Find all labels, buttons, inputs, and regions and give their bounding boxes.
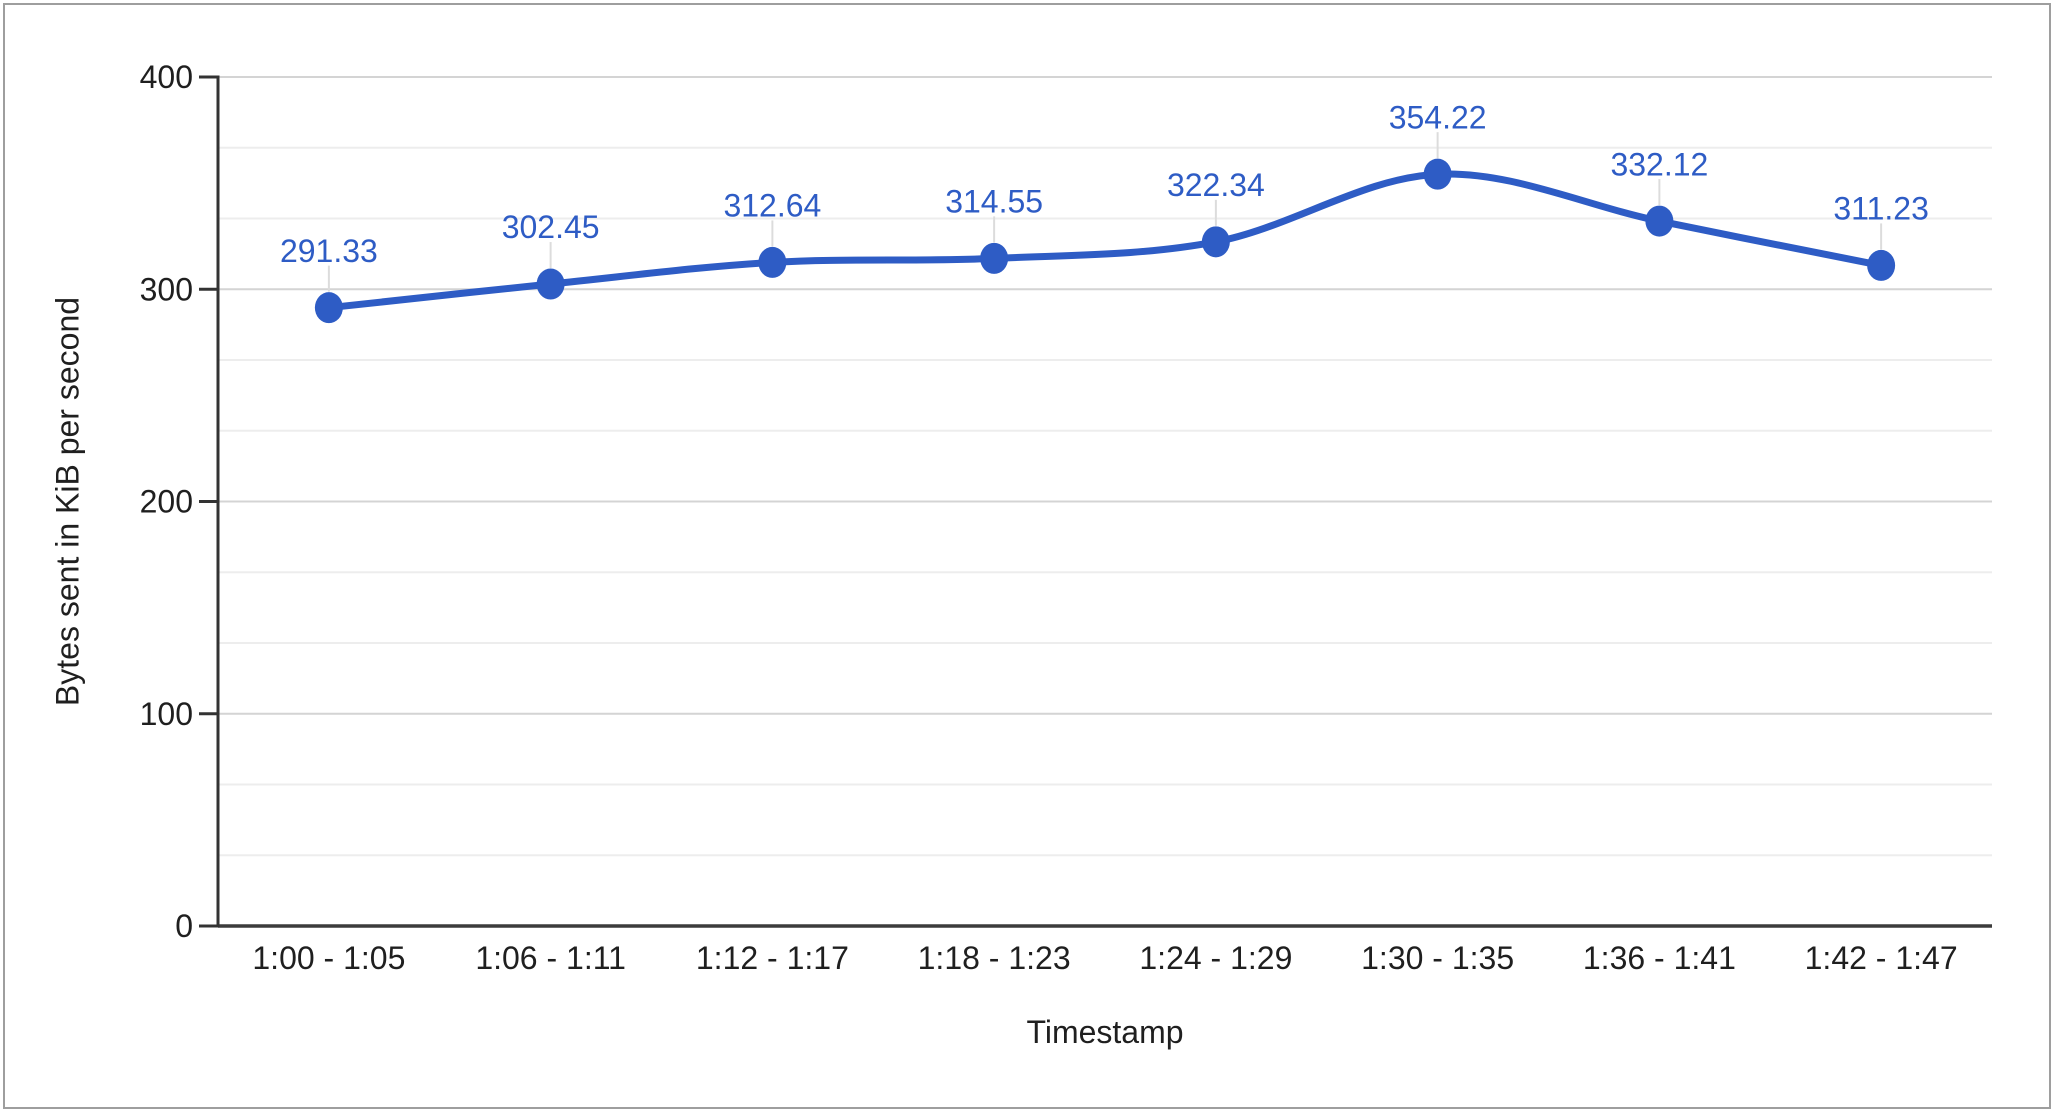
x-axis-category-label: 1:00 - 1:05 xyxy=(252,940,405,976)
data-point-label: 354.22 xyxy=(1389,99,1487,135)
data-point-marker[interactable] xyxy=(314,292,343,324)
x-axis-category-label: 1:18 - 1:23 xyxy=(918,940,1071,976)
data-point-marker[interactable] xyxy=(1201,226,1230,258)
y-axis-tick-label: 100 xyxy=(140,696,193,732)
x-axis-category-label: 1:06 - 1:11 xyxy=(475,940,626,976)
x-axis-category-label: 1:42 - 1:47 xyxy=(1805,940,1958,976)
data-point-label: 332.12 xyxy=(1610,146,1708,182)
x-axis-category-label: 1:12 - 1:17 xyxy=(696,940,849,976)
data-point-marker[interactable] xyxy=(1645,205,1674,237)
x-axis-category-label: 1:36 - 1:41 xyxy=(1583,940,1736,976)
x-axis-category-label: 1:30 - 1:35 xyxy=(1361,940,1514,976)
data-point-label: 312.64 xyxy=(723,188,821,224)
x-axis-title: Timestamp xyxy=(1026,1014,1184,1050)
y-axis-tick-label: 300 xyxy=(140,271,193,307)
data-point-label: 291.33 xyxy=(280,233,378,269)
y-axis-tick-label: 400 xyxy=(140,59,193,95)
series-line[interactable] xyxy=(325,170,1885,312)
data-point-label: 311.23 xyxy=(1833,191,1929,227)
data-point-marker[interactable] xyxy=(758,246,787,278)
data-point-label: 322.34 xyxy=(1167,167,1265,203)
data-point-label: 314.55 xyxy=(945,184,1043,220)
data-point-marker[interactable] xyxy=(1867,249,1896,281)
data-point-marker[interactable] xyxy=(1423,158,1452,190)
y-axis-tick-label: 200 xyxy=(140,484,193,520)
x-axis-category-label: 1:24 - 1:29 xyxy=(1139,940,1292,976)
data-point-label: 302.45 xyxy=(502,209,600,245)
data-point-marker[interactable] xyxy=(536,268,565,300)
y-axis-tick-label: 0 xyxy=(175,908,193,944)
data-point-marker[interactable] xyxy=(980,242,1009,274)
y-axis-title: Bytes sent in KiB per second xyxy=(49,296,86,707)
